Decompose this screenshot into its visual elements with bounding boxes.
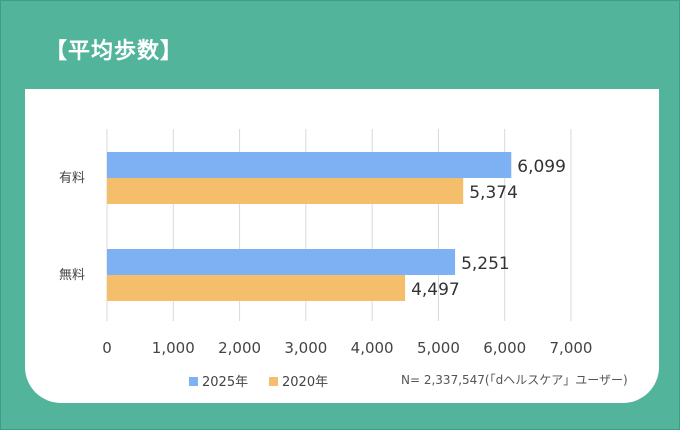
bar xyxy=(107,152,512,178)
x-tick-label: 2,000 xyxy=(218,339,261,357)
x-tick-label: 6,000 xyxy=(483,339,526,357)
bar xyxy=(107,249,456,275)
x-tick-label: 0 xyxy=(102,339,112,357)
data-label: 5,374 xyxy=(469,183,518,203)
data-label: 4,497 xyxy=(411,280,460,300)
bar xyxy=(107,178,464,204)
page-title: 【平均歩数】 xyxy=(45,39,184,64)
x-tick-label: 7,000 xyxy=(550,339,593,357)
bar xyxy=(107,275,406,301)
x-tick-label: 5,000 xyxy=(417,339,460,357)
category-label: 有料 xyxy=(59,171,85,186)
x-tick-label: 1,000 xyxy=(152,339,195,357)
bars xyxy=(107,152,512,301)
x-tick-label: 4,000 xyxy=(351,339,394,357)
legend-swatch xyxy=(189,377,198,386)
legend: 2025年 2020年 xyxy=(189,375,328,390)
x-tick-label: 3,000 xyxy=(284,339,327,357)
chart-panel xyxy=(25,89,659,403)
legend-swatch xyxy=(269,377,278,386)
category-label: 無料 xyxy=(59,268,85,283)
data-label: 5,251 xyxy=(461,254,510,274)
x-tick-labels: 0 1,000 2,000 3,000 4,000 5,000 6,000 7,000 xyxy=(102,339,592,357)
sample-note: N= 2,337,547(「dヘルスケア」ユーザー) xyxy=(401,373,628,387)
legend-label: 2025年 xyxy=(202,375,248,390)
legend-label: 2020年 xyxy=(282,375,328,390)
data-label: 6,099 xyxy=(517,157,566,177)
